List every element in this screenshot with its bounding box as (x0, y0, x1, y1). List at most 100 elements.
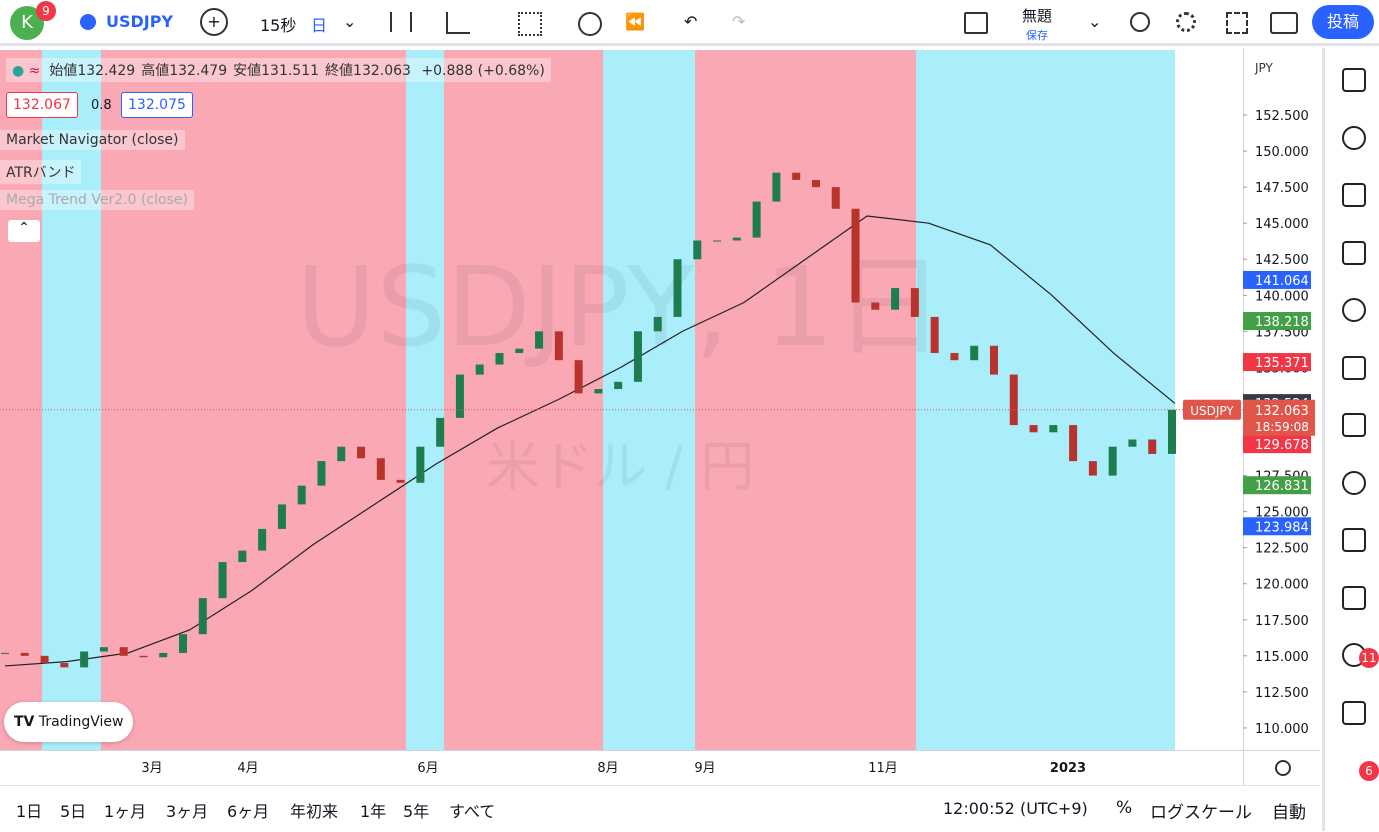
candle (337, 446, 346, 462)
timeframe[interactable]: 日 (311, 16, 328, 35)
y-tick-label: 125.000 (1255, 506, 1309, 521)
auto-toggle[interactable]: 自動 (1272, 803, 1306, 823)
bottom-toolbar: 1日 5日 1ヶ月 3ヶ月 6ヶ月 年初来 1年 5年 すべて 12:00:52 (UTC+9)%… (0, 785, 1320, 832)
x-tick-label: 2023 (1050, 761, 1086, 776)
price-label-bg (1243, 353, 1311, 372)
indicator[interactable]: ATRバンド (0, 160, 82, 184)
range-button[interactable]: 1年 (360, 802, 387, 821)
publish-button[interactable]: 投稿 (1312, 5, 1374, 39)
range-button[interactable]: 5年 (403, 802, 430, 821)
sidebar-icon[interactable] (1342, 240, 1366, 265)
sidebar-icon[interactable] (1342, 298, 1366, 322)
indicator[interactable]: Mega Trend Ver2.0 (close) (0, 190, 194, 210)
sidebar-icon[interactable] (1342, 413, 1366, 437)
candle (357, 446, 366, 459)
price-label: 123.984 (1255, 520, 1309, 535)
last-price-label: 132.063 (1255, 404, 1309, 419)
range-button[interactable]: 6ヶ月 (227, 802, 270, 821)
layout-icon[interactable] (518, 12, 542, 36)
spread: 0.8 (91, 98, 112, 113)
bid[interactable]: 132.067 (6, 92, 78, 118)
ask[interactable]: 132.075 (121, 92, 193, 118)
sidebar-icon[interactable] (1342, 700, 1366, 725)
alert-icon[interactable] (578, 12, 602, 36)
candle (1009, 374, 1018, 426)
candle (99, 647, 108, 652)
indicator-icon[interactable] (446, 12, 470, 34)
candle (930, 316, 939, 353)
symbol[interactable]: USDJPY (106, 12, 174, 31)
add-symbol[interactable]: + (200, 8, 228, 36)
regime-band (603, 50, 695, 750)
candle (317, 461, 326, 486)
save-label[interactable]: 保存 (1026, 29, 1048, 42)
right-sidebar: 11 6 (1322, 48, 1379, 831)
layout-name[interactable]: 無題 (1022, 7, 1053, 25)
sidebar-icon[interactable] (1342, 183, 1366, 207)
log-toggle[interactable]: ログスケール (1150, 803, 1252, 823)
candle (179, 634, 188, 653)
currency: JPY (1254, 61, 1274, 75)
x-tick-label: 6月 (417, 761, 438, 776)
snapshot[interactable] (1270, 12, 1298, 34)
range-button[interactable]: 1ヶ月 (104, 802, 147, 821)
axis-settings[interactable] (1275, 760, 1291, 776)
range-button[interactable]: 1日 (16, 802, 43, 821)
sidebar-icon[interactable] (1342, 68, 1366, 92)
top-toolbar: K 9 USDJPY + 15秒 日 ⌄ ⏪ ↶ ↷ 無題 保存 ⌄ 投稿 (0, 0, 1379, 46)
settings[interactable] (1176, 12, 1196, 32)
sidebar-icon[interactable] (1342, 125, 1366, 150)
candle (772, 172, 781, 202)
price-label: 129.678 (1255, 438, 1309, 453)
ohlc-value: 132.429 (77, 63, 136, 79)
range-button[interactable]: すべて (449, 802, 496, 821)
percent-toggle[interactable]: % (1116, 798, 1133, 818)
undo[interactable]: ↶ (684, 12, 698, 31)
candle (159, 652, 168, 658)
fullscreen[interactable] (1226, 12, 1248, 34)
candle (1148, 439, 1157, 454)
dropdown[interactable]: ⌄ (343, 12, 357, 31)
candle (455, 374, 464, 418)
window-icon[interactable] (964, 12, 988, 34)
logo[interactable]: TV TradingView (4, 702, 134, 742)
dropdown[interactable]: ⌄ (1088, 12, 1102, 31)
search[interactable] (1130, 12, 1150, 32)
range-button[interactable]: 年初来 (290, 802, 339, 821)
sidebar-icon[interactable] (1342, 585, 1366, 610)
ohlc-label: 終値 (325, 63, 354, 79)
candle (594, 389, 603, 394)
interval[interactable]: 15秒 (260, 16, 297, 35)
candle (258, 528, 267, 551)
x-tick-label: 11月 (868, 761, 898, 776)
sidebar-icon[interactable] (1342, 470, 1366, 495)
watermark-sub: 米ドル / 円 (486, 435, 755, 498)
ohlc-value: 131.511 (261, 63, 320, 79)
y-tick-label: 122.500 (1255, 542, 1309, 557)
sidebar-icon[interactable] (1342, 355, 1366, 380)
candle (198, 598, 207, 635)
badge: 9 (36, 1, 56, 21)
range-button[interactable]: 5日 (60, 802, 87, 821)
x-tick-label: 9月 (694, 761, 715, 776)
collapse[interactable]: ⌃ (8, 220, 40, 242)
candle-icon[interactable] (390, 12, 412, 32)
y-tick-label: 147.500 (1255, 181, 1309, 196)
watermark: USDJPY, 1日 (296, 243, 945, 371)
candle (396, 479, 405, 483)
candle (416, 446, 425, 483)
range-button[interactable]: 3ヶ月 (166, 802, 209, 821)
indicator[interactable]: Market Navigator (close) (0, 130, 185, 150)
y-tick-label: 115.000 (1255, 650, 1309, 665)
candle (1168, 409, 1176, 454)
candle (1108, 446, 1117, 476)
candle (910, 288, 919, 317)
redo[interactable]: ↷ (732, 12, 746, 31)
replay-icon[interactable]: ⏪ (625, 12, 645, 31)
candle (811, 179, 820, 188)
candle (574, 360, 583, 394)
sidebar-icon[interactable] (1342, 528, 1366, 552)
candle (614, 381, 623, 390)
candle (376, 458, 385, 480)
candle (831, 187, 840, 209)
